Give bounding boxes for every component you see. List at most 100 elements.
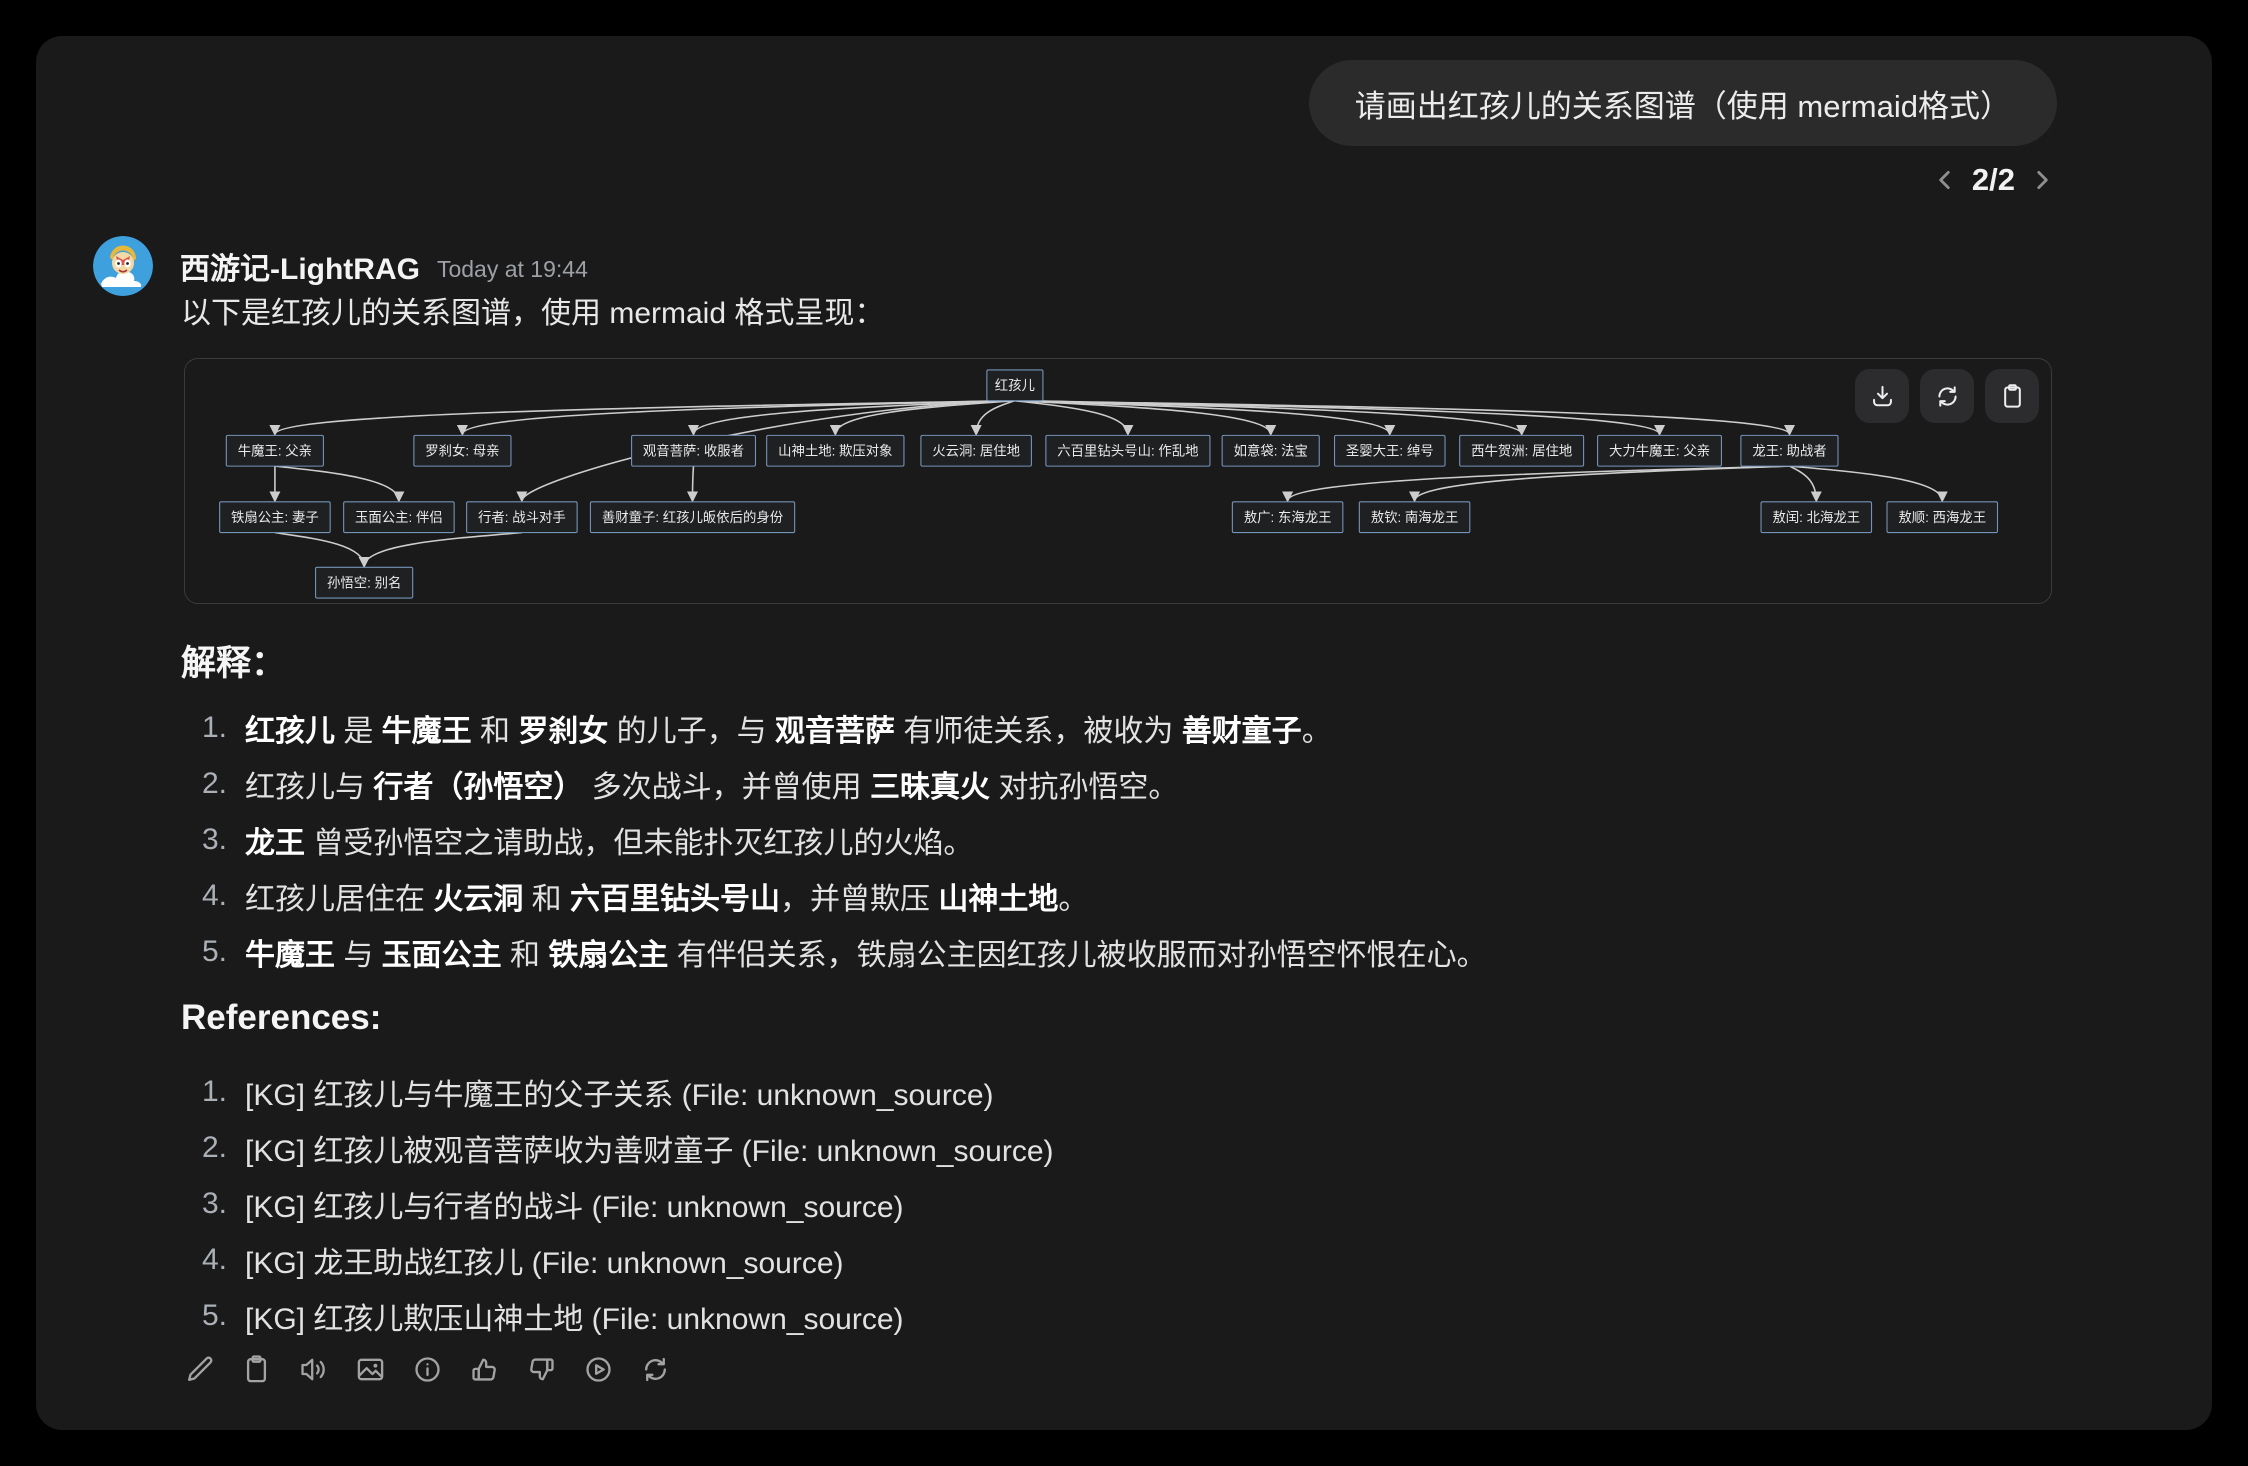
diagram-edge xyxy=(686,466,699,503)
list-item: 5. 牛魔王 与 玉面公主 和 铁扇公主 有伴侣关系，铁扇公主因红孩儿被收服而对孙… xyxy=(181,924,2061,980)
continue-button[interactable] xyxy=(583,1354,614,1385)
copy-button[interactable] xyxy=(241,1354,272,1385)
list-item: 1. [KG] 红孩儿与牛魔王的父子关系 (File: unknown_sourc… xyxy=(181,1064,2061,1120)
good-response-button[interactable] xyxy=(469,1354,500,1385)
regenerate-button[interactable] xyxy=(640,1354,671,1385)
list-text: [KG] 红孩儿与牛魔王的父子关系 (File: unknown_source) xyxy=(245,1079,994,1112)
list-number: 4. xyxy=(201,879,227,912)
diagram-node-label: 牛魔王: 父亲 xyxy=(238,444,312,459)
list-text: [KG] 红孩儿被观音菩萨收为善财童子 (File: unknown_sourc… xyxy=(245,1135,1054,1168)
diagram-node-label: 敖钦: 南海龙王 xyxy=(1371,510,1459,525)
bot-name: 西游记-LightRAG xyxy=(180,253,420,286)
refresh-diagram-button[interactable] xyxy=(1920,369,1974,423)
diagram-edge xyxy=(274,531,370,568)
page-indicator: 2/2 xyxy=(1971,162,2015,197)
info-icon xyxy=(415,1357,440,1382)
info-button[interactable] xyxy=(412,1354,443,1385)
diagram-edge xyxy=(829,399,1015,437)
diagram-node-aoguang xyxy=(1231,501,1344,534)
chevron-right-icon xyxy=(2037,171,2048,189)
message-actions xyxy=(184,1354,671,1385)
list-text: 牛魔王 与 玉面公主 和 铁扇公主 有伴侣关系，铁扇公主因红孩儿被收服而对孙悟空… xyxy=(245,939,1487,972)
diagram-node-label: 圣婴大王: 绰号 xyxy=(1346,444,1434,459)
image-icon xyxy=(357,1358,384,1381)
diagram-node-sunwukong xyxy=(315,566,414,599)
diagram-node-label: 山神土地: 欺压对象 xyxy=(778,444,892,459)
message-intro: 以下是红孩儿的关系图谱，使用 mermaid 格式呈现： xyxy=(181,297,885,330)
list-number: 3. xyxy=(201,1187,227,1220)
diagram-node-label: 如意袋: 法宝 xyxy=(1234,443,1308,459)
list-item: 2. [KG] 红孩儿被观音菩萨收为善财童子 (File: unknown_sou… xyxy=(181,1120,2061,1176)
next-page-button[interactable] xyxy=(2029,167,2055,193)
diagram-node-ruyidai xyxy=(1221,434,1320,467)
diagram-edge xyxy=(1282,465,1790,503)
list-item: 4. [KG] 龙王助战红孩儿 (File: unknown_source) xyxy=(181,1232,2061,1288)
diagram-node-label: 西牛贺洲: 居住地 xyxy=(1471,444,1572,459)
diagram-node-luoshanu xyxy=(413,434,512,467)
diagram-node-aorun xyxy=(1760,501,1873,534)
diagram-node-label: 善财童子: 红孩儿皈依后的身份 xyxy=(602,509,783,525)
diagram-node-shancai xyxy=(589,501,796,534)
list-item: 4. 红孩儿居住在 火云洞 和 六百里钻头号山，并曾欺压 山神土地。 xyxy=(181,868,2061,924)
list-text: 红孩儿 是 牛魔王 和 罗刹女 的儿子，与 观音菩萨 有师徒关系，被收为 善财童… xyxy=(245,715,1332,748)
list-item: 3. [KG] 红孩儿与行者的战斗 (File: unknown_source) xyxy=(181,1176,2061,1232)
read-aloud-button[interactable] xyxy=(298,1354,329,1385)
image-button[interactable] xyxy=(355,1354,386,1385)
diagram-node-zuantoushan xyxy=(1045,434,1211,467)
list-number: 1. xyxy=(201,1075,227,1108)
download-diagram-button[interactable] xyxy=(1855,369,1909,423)
diagram-node-label: 大力牛魔王: 父亲 xyxy=(1609,444,1710,459)
list-text: [KG] 红孩儿欺压山神土地 (File: unknown_source) xyxy=(245,1303,904,1336)
edit-button[interactable] xyxy=(184,1354,215,1385)
explanation-list: 1. 红孩儿 是 牛魔王 和 罗刹女 的儿子，与 观音菩萨 有师徒关系，被收为 善… xyxy=(181,700,2061,980)
diagram-node-tieshan xyxy=(219,501,331,534)
list-number: 2. xyxy=(201,1131,227,1164)
list-item: 5. [KG] 红孩儿欺压山神土地 (File: unknown_source) xyxy=(181,1288,2061,1344)
play-circle-icon xyxy=(586,1357,611,1382)
diagram-node-xingzhe xyxy=(466,501,578,534)
download-icon xyxy=(1872,385,1892,406)
avatar xyxy=(93,236,153,296)
diagram-node-shengying xyxy=(1333,434,1446,467)
copy-diagram-button[interactable] xyxy=(1985,369,2039,423)
list-number: 4. xyxy=(201,1243,227,1276)
user-message-bubble: 请画出红孩儿的关系图谱（使用 mermaid格式） xyxy=(1308,60,2057,146)
diagram-node-label: 孙悟空: 别名 xyxy=(327,576,401,591)
diagram-node-label: 敖闰: 北海龙王 xyxy=(1772,510,1860,525)
speaker-icon xyxy=(301,1358,325,1381)
diagram-edge xyxy=(274,465,405,503)
clipboard-icon xyxy=(2003,383,2021,408)
list-text: 红孩儿与 行者（孙悟空） 多次战斗，并曾使用 三昧真火 对抗孙悟空。 xyxy=(245,771,1179,804)
diagram-node-dalinmw xyxy=(1597,434,1722,467)
diagram-node-label: 观音菩萨: 收服者 xyxy=(643,443,744,459)
list-item: 2. 红孩儿与 行者（孙悟空） 多次战斗，并曾使用 三昧真火 对抗孙悟空。 xyxy=(181,756,2061,812)
diagram-node-aoqin xyxy=(1358,501,1471,534)
refresh-icon xyxy=(645,1357,666,1382)
bad-response-button[interactable] xyxy=(526,1354,557,1385)
diagram-node-shanshen xyxy=(766,434,905,467)
diagram-edge xyxy=(970,399,1016,437)
list-text: 龙王 曾受孙悟空之请助战，但未能扑灭红孩儿的火焰。 xyxy=(245,827,974,860)
pencil-icon xyxy=(188,1356,213,1381)
clipboard-icon xyxy=(246,1355,267,1383)
monkey-king-avatar-icon xyxy=(93,236,153,296)
chevron-left-icon xyxy=(1939,171,1950,189)
refresh-icon xyxy=(1937,385,1957,407)
mermaid-diagram: 红孩儿 牛魔王: 父亲 罗刹女: 母亲 观音菩萨: 收服者 山神土地: 欺压对象 火云洞:… xyxy=(184,358,2052,604)
diagram-edge xyxy=(269,399,1015,437)
references-list: 1. [KG] 红孩儿与牛魔王的父子关系 (File: unknown_sourc… xyxy=(181,1064,2061,1344)
list-item: 3. 龙王 曾受孙悟空之请助战，但未能扑灭红孩儿的火焰。 xyxy=(181,812,2061,868)
diagram-node-guanyin xyxy=(631,434,757,467)
list-number: 3. xyxy=(201,823,227,856)
diagram-edge xyxy=(1409,465,1790,503)
diagram-node-label: 敖广: 东海龙王 xyxy=(1244,510,1332,525)
assistant-message-header: 西游记-LightRAG Today at 19:44 xyxy=(93,236,588,296)
diagram-edge xyxy=(1789,465,1822,503)
list-number: 2. xyxy=(201,767,227,800)
diagram-edge xyxy=(1014,399,1795,437)
prev-page-button[interactable] xyxy=(1932,167,1958,193)
diagram-node-label: 龙王: 助战者 xyxy=(1752,444,1826,459)
diagram-node-yumian xyxy=(343,501,455,534)
list-number: 1. xyxy=(201,711,227,744)
